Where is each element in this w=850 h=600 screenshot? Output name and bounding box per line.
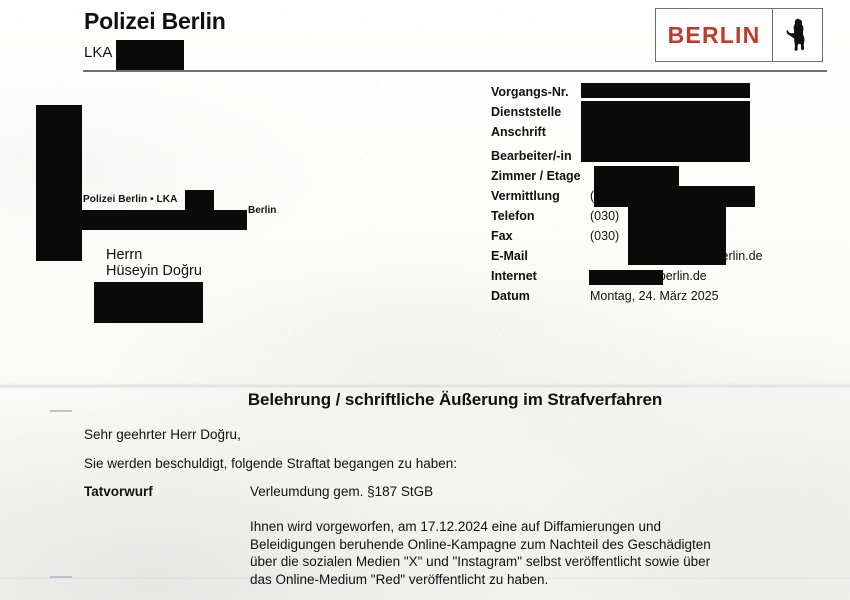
allegation-line: das Online-Medium "Red" veröffentlicht z… (250, 571, 549, 587)
redaction-bar-case-number (581, 83, 750, 98)
margin-mark-lower (50, 576, 72, 578)
info-label: Dienststelle (491, 105, 562, 119)
info-label: Internet (491, 269, 537, 283)
info-row: Fax (030) (491, 226, 791, 246)
salutation-text: Sehr geehrter Herr Doğru, (84, 427, 241, 442)
info-row: Anschrift (491, 122, 791, 146)
info-value: (030) (590, 229, 620, 243)
redaction-bar-sender-left-margin (36, 105, 82, 261)
redaction-bar-office-address (581, 101, 750, 162)
redaction-bar-room-floor (594, 186, 755, 207)
recipient-salutation-line: Herrn (106, 247, 143, 263)
redaction-bar-sender-unit (185, 190, 214, 210)
info-label: Vermittlung (491, 189, 560, 203)
margin-mark-upper (50, 410, 72, 412)
berlin-bear-icon (773, 9, 822, 61)
accusation-intro-text: Sie werden beschuldigt, folgende Strafta… (84, 456, 458, 471)
allegation-line: Ihnen wird vorgeworfen, am 17.12.2024 ei… (250, 519, 662, 534)
header-divider-rule (83, 70, 827, 72)
info-label: Vorgangs-Nr. (491, 85, 569, 99)
info-row: Zimmer / Etage (491, 166, 791, 186)
allegation-paragraph: Ihnen wird vorgeworfen, am 17.12.2024 ei… (250, 518, 810, 588)
redaction-bar-department (116, 40, 184, 70)
info-label: Zimmer / Etage (491, 169, 581, 183)
info-label: E-Mail (491, 249, 528, 263)
allegation-line: Beleidigungen beruhende Online-Kampagne … (250, 536, 711, 552)
info-row: Datum Montag, 24. März 2025 (491, 286, 791, 306)
info-label: Fax (491, 229, 513, 243)
organization-title: Polizei Berlin (84, 8, 226, 34)
berlin-wordmark: BERLIN (656, 9, 773, 61)
info-value: (030) (590, 209, 620, 223)
organization-subtitle: LKA (84, 44, 113, 61)
charge-value: Verleumdung gem. §187 StGB (250, 484, 434, 499)
info-label: Bearbeiter/-in (491, 149, 572, 163)
sender-city: Berlin (248, 205, 277, 216)
info-label: Datum (491, 289, 530, 303)
redaction-bar-phone-numbers (628, 206, 726, 265)
info-value-date: Montag, 24. März 2025 (590, 289, 719, 303)
redaction-bar-sender-address (36, 210, 247, 230)
recipient-name: Hüseyin Doğru (106, 263, 202, 279)
info-label: Anschrift (491, 125, 546, 139)
info-row: Bearbeiter/-in (491, 146, 791, 166)
redaction-bar-email-local (589, 270, 663, 285)
info-label: Telefon (491, 209, 535, 223)
redaction-bar-officer (594, 166, 679, 187)
info-row: Dienststelle (491, 102, 791, 122)
charge-label: Tatvorwurf (84, 484, 153, 499)
sender-line: Polizei Berlin • LKA (83, 194, 178, 205)
info-row: Telefon (030) (491, 206, 791, 226)
document-title: Belehrung / schriftliche Äußerung im Str… (247, 390, 663, 409)
info-row: Vorgangs-Nr. (491, 82, 791, 102)
berlin-logo: BERLIN (655, 8, 823, 62)
allegation-line: über die sozialen Medien "X" und "Instag… (250, 554, 711, 569)
redaction-bar-recipient-address (94, 282, 203, 323)
